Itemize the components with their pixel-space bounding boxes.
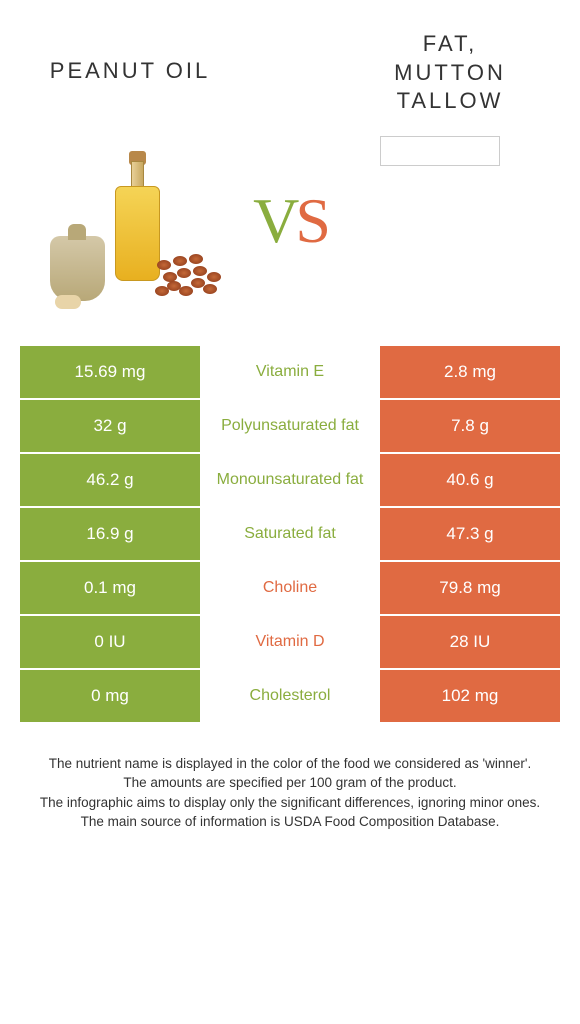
nutrient-label: Cholesterol: [200, 670, 380, 722]
table-row: 32 gPolyunsaturated fat7.8 g: [20, 400, 560, 452]
table-row: 0 IUVitamin D28 IU: [20, 616, 560, 668]
nutrient-label: Vitamin E: [200, 346, 380, 398]
nutrient-label: Saturated fat: [200, 508, 380, 560]
left-value: 0 mg: [20, 670, 200, 722]
right-title-line2: MUTTON: [394, 60, 506, 85]
table-row: 0.1 mgCholine79.8 mg: [20, 562, 560, 614]
nutrient-label: Polyunsaturated fat: [200, 400, 380, 452]
right-value: 7.8 g: [380, 400, 560, 452]
nutrient-label: Monounsaturated fat: [200, 454, 380, 506]
footer-line-2: The amounts are specified per 100 gram o…: [20, 773, 560, 793]
right-title-line3: TALLOW: [397, 88, 504, 113]
nutrient-label: Vitamin D: [200, 616, 380, 668]
right-value: 28 IU: [380, 616, 560, 668]
left-image: [40, 126, 240, 316]
footer-notes: The nutrient name is displayed in the co…: [0, 724, 580, 832]
vs-s: S: [295, 185, 327, 256]
right-value: 2.8 mg: [380, 346, 560, 398]
left-value: 0 IU: [20, 616, 200, 668]
right-title-line1: FAT,: [423, 31, 477, 56]
left-title: PEANUT OIL: [30, 30, 230, 116]
footer-line-1: The nutrient name is displayed in the co…: [20, 754, 560, 774]
footer-line-4: The main source of information is USDA F…: [20, 812, 560, 832]
left-value: 46.2 g: [20, 454, 200, 506]
left-value: 32 g: [20, 400, 200, 452]
table-row: 46.2 gMonounsaturated fat40.6 g: [20, 454, 560, 506]
comparison-table: 15.69 mgVitamin E2.8 mg32 gPolyunsaturat…: [0, 346, 580, 722]
vs-v: V: [253, 185, 295, 256]
tallow-image-placeholder: [380, 136, 500, 166]
peanut-oil-illustration: [40, 131, 240, 311]
table-row: 0 mgCholesterol102 mg: [20, 670, 560, 722]
vs-label: VS: [253, 184, 327, 258]
nutrient-label: Choline: [200, 562, 380, 614]
right-value: 47.3 g: [380, 508, 560, 560]
right-value: 102 mg: [380, 670, 560, 722]
images-row: VS: [0, 126, 580, 346]
right-value: 79.8 mg: [380, 562, 560, 614]
right-title: FAT, MUTTON TALLOW: [350, 30, 550, 116]
left-value: 0.1 mg: [20, 562, 200, 614]
footer-line-3: The infographic aims to display only the…: [20, 793, 560, 813]
table-row: 15.69 mgVitamin E2.8 mg: [20, 346, 560, 398]
right-image: [340, 126, 540, 316]
table-row: 16.9 gSaturated fat47.3 g: [20, 508, 560, 560]
right-value: 40.6 g: [380, 454, 560, 506]
left-value: 16.9 g: [20, 508, 200, 560]
header: PEANUT OIL FAT, MUTTON TALLOW: [0, 0, 580, 126]
left-value: 15.69 mg: [20, 346, 200, 398]
